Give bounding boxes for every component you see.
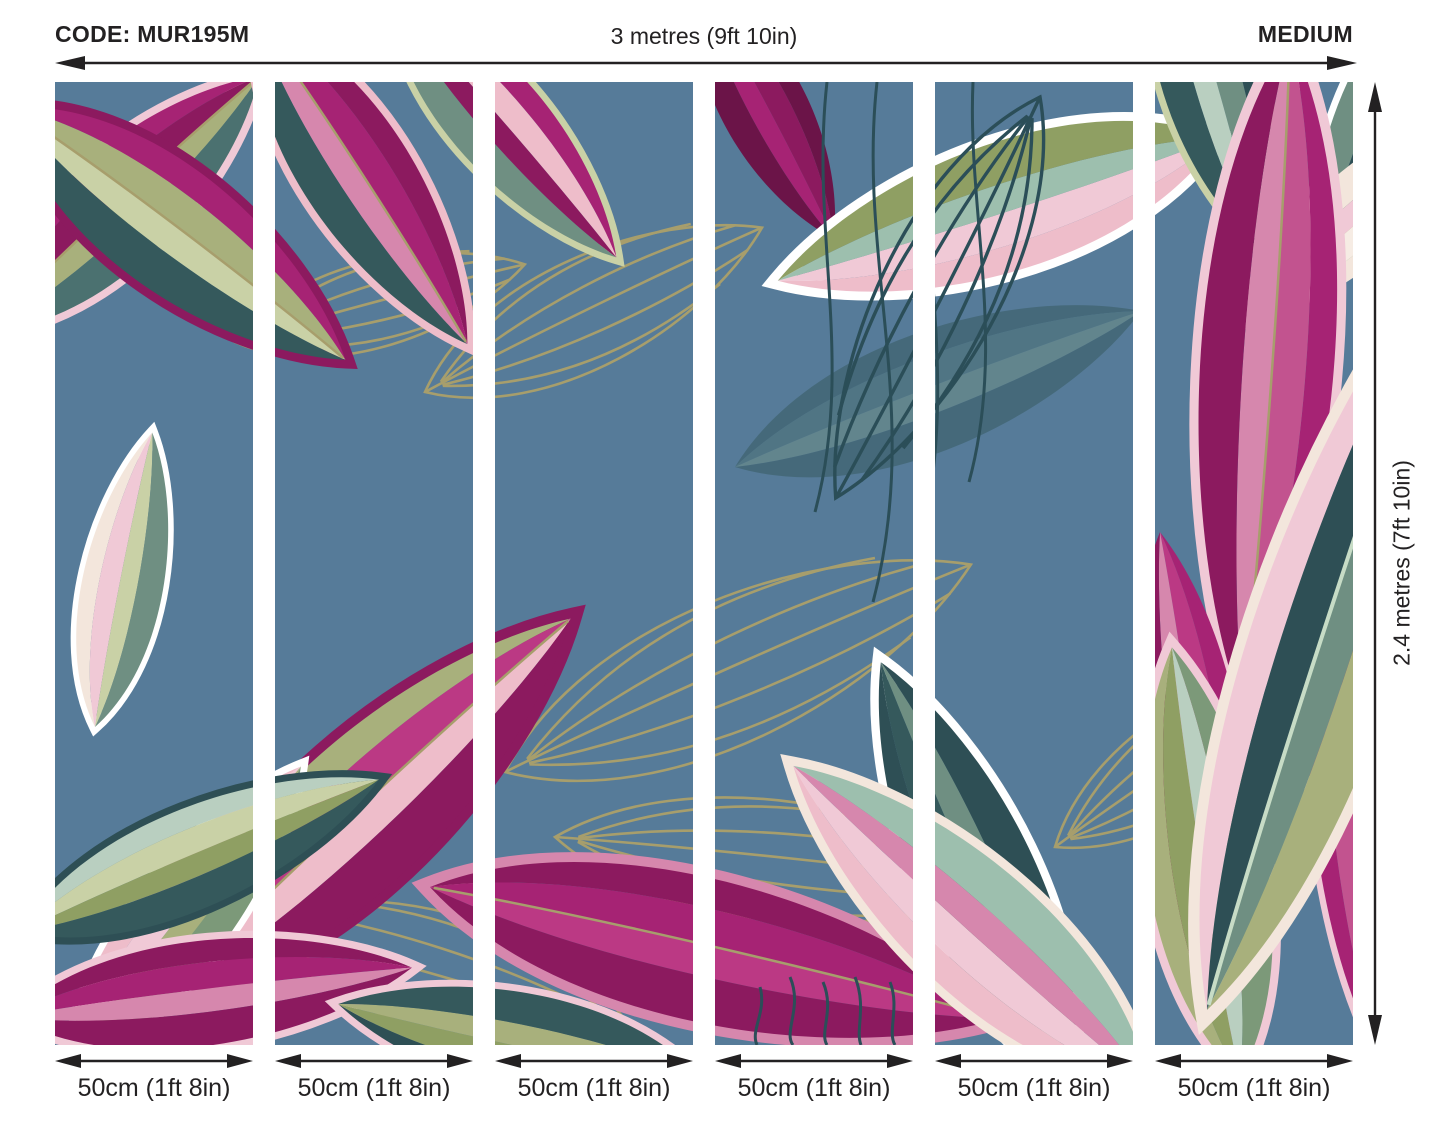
panel-gap bbox=[1133, 82, 1155, 1045]
height-arrow-icon bbox=[1368, 82, 1382, 1045]
panel-gap bbox=[693, 82, 715, 1045]
panel-width-arrow-icon bbox=[1155, 1054, 1353, 1068]
width-arrow-icon bbox=[55, 56, 1357, 70]
panel-width-label: 50cm (1ft 8in) bbox=[737, 1074, 891, 1102]
product-code-label: CODE: MUR195M bbox=[55, 21, 250, 47]
total-width-label: 3 metres (9ft 10in) bbox=[610, 23, 798, 49]
panel-width-label: 50cm (1ft 8in) bbox=[517, 1074, 671, 1102]
panel-gap bbox=[253, 82, 275, 1045]
panel-gap bbox=[913, 82, 935, 1045]
panel-width-arrow-icon bbox=[495, 1054, 693, 1068]
panel-width-arrow-icon bbox=[275, 1054, 473, 1068]
panel-width-label: 50cm (1ft 8in) bbox=[297, 1074, 451, 1102]
panel-width-label: 50cm (1ft 8in) bbox=[957, 1074, 1111, 1102]
panel-width-arrow-icon bbox=[715, 1054, 913, 1068]
size-badge: MEDIUM bbox=[1257, 21, 1353, 47]
panel-width-arrow-icon bbox=[935, 1054, 1133, 1068]
panel-gaps bbox=[253, 82, 1155, 1045]
panel-width-label: 50cm (1ft 8in) bbox=[1177, 1074, 1331, 1102]
total-height-label: 2.4 metres (7ft 10in) bbox=[1388, 460, 1415, 666]
panel-width-label: 50cm (1ft 8in) bbox=[77, 1074, 231, 1102]
mural-artwork bbox=[55, 82, 1353, 1045]
panel-gap bbox=[473, 82, 495, 1045]
panel-width-arrow-icon bbox=[55, 1054, 253, 1068]
bottom-center-leaf-cluster bbox=[327, 817, 1017, 1045]
